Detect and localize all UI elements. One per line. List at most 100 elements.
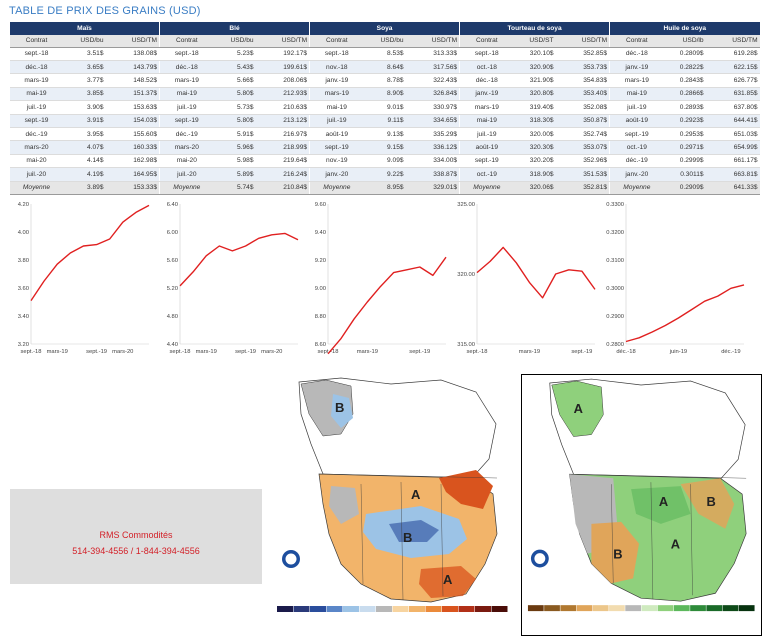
table-cell: juil.-19 (459, 127, 514, 142)
table-cell: 208.06$ (255, 73, 310, 88)
y-tick-label: 0.2900 (606, 314, 624, 320)
table-cell: sept.-19 (309, 140, 364, 155)
table-cell: 164.95$ (105, 167, 160, 182)
table-cell: 0.3011$ (663, 167, 706, 182)
table-cell: 4.07$ (63, 140, 106, 155)
y-tick-label: 0.3000 (606, 286, 624, 292)
soyoil-price-chart: 0.2800 0.2900 0.3000 0.3100 0.3200 0.3300 déc.… (604, 198, 750, 362)
column-header: USD/bu (63, 35, 106, 48)
table-cell: janv.-19 (459, 87, 514, 102)
y-tick-label: 4.00 (18, 230, 29, 236)
table-cell: juil.-19 (9, 100, 64, 115)
table-cell: 0.2809$ (663, 47, 706, 61)
group-header-mais: Maïs (8, 22, 160, 35)
table-cell: 5.80$ (213, 114, 256, 128)
precip-map-letter-2: A (659, 494, 668, 509)
table-cell: 644.41$ (705, 114, 760, 128)
y-tick-label: 4.40 (167, 342, 178, 348)
table-cell: 0.2843$ (663, 73, 706, 88)
table-cell: 138.08$ (105, 47, 160, 61)
y-tick-label: 9.20 (315, 258, 326, 264)
table-cell: sept.-19 (459, 154, 514, 169)
y-tick-label: 4.80 (167, 314, 178, 320)
table-cell: 352.96$ (555, 154, 610, 169)
legend-swatch (576, 605, 593, 612)
legend-swatch (458, 606, 475, 612)
y-tick-label: 9.60 (315, 202, 326, 208)
contact-phone: 514-394-4556 / 1-844-394-4556 (72, 546, 200, 556)
wheat-price-chart-svg: 4.40 4.80 5.20 5.60 6.00 6.40 sept.-18 mars-19 s… (167, 202, 299, 355)
x-tick-label: déc.-19 (721, 349, 740, 355)
x-tick-label: sept.-18 (21, 349, 42, 355)
table-cell: 3.95$ (63, 127, 106, 142)
table-cell: 8.53$ (363, 47, 406, 61)
temperature-outlook-map: B A B A (271, 374, 514, 636)
table-cell: 9.22$ (363, 167, 406, 182)
legend-swatch (592, 605, 609, 612)
table-cell: 151.37$ (105, 87, 160, 102)
precip-map-letter-1: A (574, 401, 583, 416)
column-header: USD/TM (105, 35, 160, 48)
column-header: USD/bu (213, 35, 256, 48)
y-tick-label: 9.00 (315, 286, 326, 292)
table-cell: oct.-19 (609, 140, 664, 155)
y-tick-label: 0.3100 (606, 258, 624, 264)
table-cell: 0.2893$ (663, 100, 706, 115)
legend-swatch (409, 606, 425, 612)
table-cell: 8.95$ (363, 181, 406, 196)
table-cell: 322.43$ (405, 73, 460, 88)
precip-map-letter-3: B (706, 494, 715, 509)
y-tick-label: 320.00 (457, 272, 475, 278)
table-cell: 5.73$ (213, 100, 256, 115)
table-cell: 319.40$ (513, 100, 556, 115)
table-cell: août-19 (609, 114, 664, 128)
legend-swatch (625, 605, 642, 612)
precip-map-letter-5: B (613, 547, 622, 562)
x-tick-label: sept.-19 (409, 349, 430, 355)
table-cell: 353.07$ (555, 140, 610, 155)
corn-price-chart: 3.20 3.40 3.60 3.80 4.00 4.20 sept.-18 mars-19 s… (9, 198, 155, 362)
table-cell: 651.03$ (705, 127, 760, 142)
table-cell: 353.73$ (555, 60, 610, 75)
table-cell: 352.74$ (555, 127, 610, 142)
table-cell: sept.-19 (159, 114, 214, 128)
legend-swatch (738, 605, 755, 612)
legend-swatch (609, 605, 625, 612)
legend-swatch (527, 605, 544, 612)
column-header: USD/lb (663, 35, 706, 48)
legend-swatch (475, 606, 491, 612)
table-cell: mars-19 (609, 73, 664, 88)
contact-name: RMS Commodités (99, 530, 173, 540)
table-cell: sept.-18 (9, 47, 64, 61)
table-cell: juil.-19 (159, 100, 214, 115)
table-cell: 8.64$ (363, 60, 406, 75)
table-cell: 318.90$ (513, 167, 556, 182)
table-cell: 154.03$ (105, 114, 160, 128)
table-cell: 143.79$ (105, 60, 160, 75)
table-row: sept.-18 3.51$ 138.08$ sept.-18 5.23$ 192.17$… (9, 47, 760, 61)
table-cell: 0.2999$ (663, 154, 706, 169)
y-tick-label: 5.60 (167, 258, 178, 264)
table-cell: 3.65$ (63, 60, 106, 75)
x-tick-label: mars-19 (519, 349, 540, 355)
temperature-outlook-map-svg: B A B A (271, 374, 514, 636)
table-row: mai-19 3.85$ 151.37$ mai-19 5.80$ 212.93$ mars… (9, 87, 760, 102)
table-cell: sept.-18 (459, 47, 514, 61)
table-cell: janv.-20 (309, 167, 364, 182)
table-cell: 663.81$ (705, 167, 760, 182)
legend-swatch (392, 606, 409, 612)
y-tick-label: 315.00 (457, 342, 475, 348)
group-header-tourteau: Tourteau de soya (459, 22, 610, 35)
legend-swatch (641, 605, 658, 612)
table-cell: déc.-19 (159, 127, 214, 142)
x-tick-label: juin-19 (669, 349, 687, 355)
table-cell: 654.99$ (705, 140, 760, 155)
table-group-header-row: Maïs Blé Soya Tourteau de soya Huile de … (8, 22, 760, 35)
table-cell: 3.89$ (63, 181, 106, 196)
x-tick-label: mars-20 (112, 349, 133, 355)
table-cell: 3.90$ (63, 100, 106, 115)
legend-swatch (442, 606, 458, 612)
table-row: juil.-19 3.90$ 153.63$ juil.-19 5.73$ 210.63$… (9, 100, 760, 115)
legend-swatch (544, 605, 560, 612)
legend-swatch (706, 605, 723, 612)
